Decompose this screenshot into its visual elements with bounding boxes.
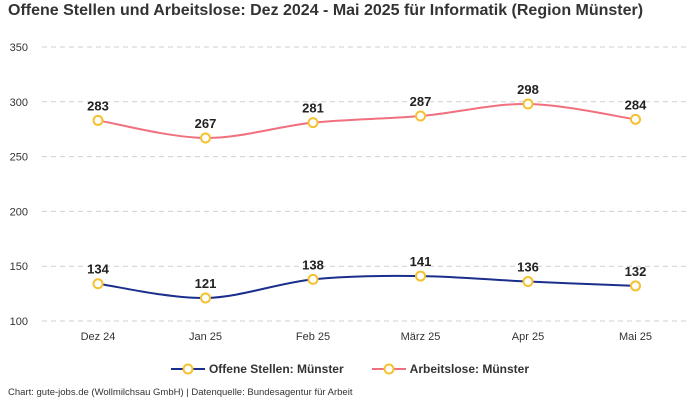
data-labels: 134 121 138 141 136 132 283 267 281 287 298 284 (87, 82, 647, 291)
data-label-offene-stellen-feb-25: 138 (302, 257, 324, 272)
data-point-offene-stellen-apr-25[interactable] (522, 276, 534, 288)
series-markers (92, 98, 641, 304)
gridlines (42, 46, 690, 322)
y-tick-label-150: 150 (10, 261, 28, 273)
legend-label-arbeitslose: Arbeitslose: Münster (409, 362, 530, 376)
data-point-arbeitslose-feb-25[interactable] (307, 117, 319, 129)
series-line-arbeitslose (97, 102, 636, 139)
data-label-arbeitslose-dez-24: 283 (87, 98, 109, 113)
x-tick-label-feb-25: Feb 25 (296, 331, 330, 343)
x-tick-label-jan-25: Jan 25 (189, 331, 222, 343)
x-axis: Dez 24 Jan 25 Feb 25 März 25 Apr 25 Mai 25 (81, 331, 652, 343)
legend-label-offene-stellen: Offene Stellen: Münster (208, 362, 344, 376)
y-tick-label-300: 300 (10, 97, 28, 109)
data-label-offene-stellen-märz-25: 141 (410, 254, 432, 269)
y-tick-label-100: 100 (10, 316, 28, 328)
data-point-arbeitslose-dez-24[interactable] (92, 114, 104, 126)
series-lines (97, 102, 636, 299)
legend-item-offene-stellen[interactable]: Offene Stellen: Münster (170, 362, 344, 376)
y-tick-label-350: 350 (10, 42, 28, 54)
data-label-offene-stellen-dez-24: 134 (87, 262, 109, 277)
legend: Offene Stellen: Münster Arbeitslose: Mün… (0, 362, 700, 376)
data-label-arbeitslose-jan-25: 267 (195, 116, 217, 131)
data-point-arbeitslose-mai-25[interactable] (630, 113, 641, 125)
y-axis: 100 150 200 250 300 350 (10, 42, 28, 328)
data-point-offene-stellen-jan-25[interactable] (200, 292, 211, 304)
data-point-arbeitslose-apr-25[interactable] (522, 98, 534, 110)
data-label-arbeitslose-apr-25: 298 (517, 82, 539, 97)
series-line-offene-stellen (97, 274, 636, 299)
data-label-arbeitslose-mai-25: 284 (625, 97, 647, 112)
x-tick-label-märz-25: März 25 (401, 331, 441, 343)
data-label-arbeitslose-märz-25: 287 (410, 94, 432, 109)
y-tick-label-200: 200 (10, 206, 28, 218)
legend-item-arbeitslose[interactable]: Arbeitslose: Münster (371, 362, 530, 376)
data-point-offene-stellen-märz-25[interactable] (415, 270, 426, 282)
data-label-offene-stellen-jan-25: 121 (195, 276, 217, 291)
data-point-offene-stellen-dez-24[interactable] (92, 278, 104, 290)
legend-swatch-arbeitslose (371, 363, 406, 375)
y-tick-label-250: 250 (10, 152, 28, 164)
data-label-arbeitslose-feb-25: 281 (302, 101, 324, 116)
x-tick-label-apr-25: Apr 25 (512, 331, 544, 343)
data-label-offene-stellen-apr-25: 136 (517, 260, 539, 275)
data-point-offene-stellen-feb-25[interactable] (307, 273, 319, 285)
source-footer: Chart: gute-jobs.de (Wollmilchsau GmbH) … (8, 387, 353, 398)
chart-title: Offene Stellen und Arbeitslose: Dez 2024… (8, 2, 644, 19)
x-tick-label-mai-25: Mai 25 (619, 331, 652, 343)
data-label-offene-stellen-mai-25: 132 (625, 264, 647, 279)
legend-swatch-offene-stellen (170, 363, 205, 375)
data-point-arbeitslose-märz-25[interactable] (415, 110, 426, 122)
data-point-arbeitslose-jan-25[interactable] (200, 132, 211, 144)
data-point-offene-stellen-mai-25[interactable] (630, 280, 641, 292)
x-tick-label-dez-24: Dez 24 (81, 331, 116, 343)
